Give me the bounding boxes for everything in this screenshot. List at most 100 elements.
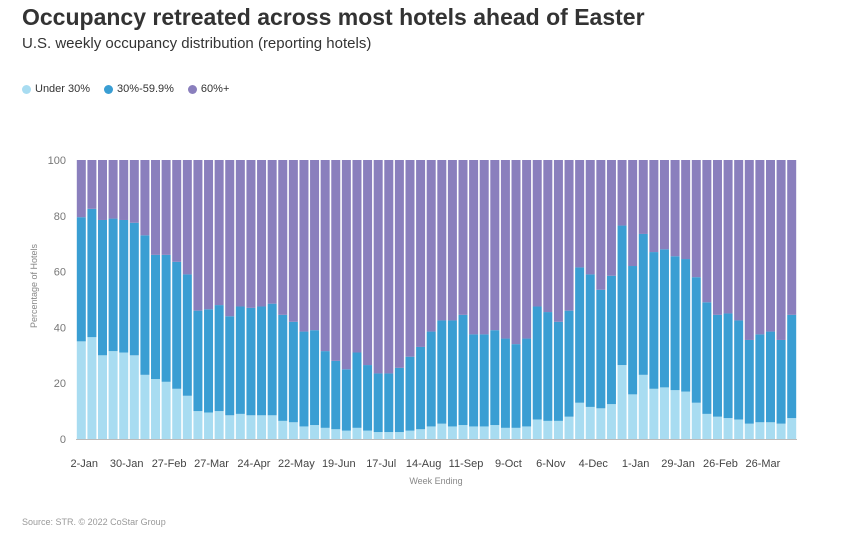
bar-segment-60 xyxy=(87,160,97,209)
bar-segment-under-30 xyxy=(426,426,436,439)
bar-segment-30-59-9 xyxy=(659,249,669,388)
bar-segment-30-59-9 xyxy=(691,277,701,403)
bar-segment-60 xyxy=(331,160,341,361)
x-tick-label: 2-Jan xyxy=(71,458,99,470)
bar-segment-under-30 xyxy=(447,426,457,439)
y-tick-label: 20 xyxy=(54,378,66,390)
bar-segment-under-30 xyxy=(490,425,500,439)
bar-segment-60 xyxy=(500,160,510,339)
bar-segment-30-59-9 xyxy=(469,334,479,427)
bar-segment-under-30 xyxy=(553,420,563,439)
bar-segment-30-59-9 xyxy=(426,331,436,427)
bar-segment-30-59-9 xyxy=(394,367,404,433)
bar-segment-under-30 xyxy=(437,423,447,439)
bar-segment-60 xyxy=(617,160,627,226)
bar-segment-60 xyxy=(447,160,457,321)
bar-segment-30-59-9 xyxy=(363,365,373,431)
bar-segment-under-30 xyxy=(585,406,595,439)
bar-segment-under-30 xyxy=(532,419,542,439)
bar-segment-30-59-9 xyxy=(532,306,542,420)
legend-item-60-plus: 60%+ xyxy=(187,83,229,95)
bar-segment-under-30 xyxy=(787,418,797,439)
bar-segment-60 xyxy=(469,160,479,335)
bar-segment-60 xyxy=(458,160,468,315)
bar-segment-60 xyxy=(479,160,489,335)
bar-segment-60 xyxy=(394,160,404,368)
bar-segment-60 xyxy=(659,160,669,250)
bar-segment-under-30 xyxy=(702,413,712,439)
bar-segment-60 xyxy=(341,160,351,370)
bar-segment-under-30 xyxy=(712,416,722,439)
bar-segment-30-59-9 xyxy=(553,321,563,421)
x-tick-label: 29-Jan xyxy=(661,458,695,470)
bar-segment-under-30 xyxy=(638,374,648,439)
bar-segment-60 xyxy=(182,160,192,275)
bar-segment-60 xyxy=(172,160,182,262)
bar-segment-under-30 xyxy=(776,423,786,439)
bar-segment-under-30 xyxy=(76,341,86,439)
bar-segment-60 xyxy=(278,160,288,315)
bar-segment-60 xyxy=(267,160,277,304)
bar-segment-under-30 xyxy=(151,379,161,439)
bar-segment-30-59-9 xyxy=(246,307,256,416)
bar-segment-60 xyxy=(225,160,235,317)
bar-segment-under-30 xyxy=(755,422,765,439)
bar-segment-30-59-9 xyxy=(755,334,765,423)
bar-segment-under-30 xyxy=(734,419,744,439)
bar-segment-under-30 xyxy=(214,411,224,439)
bar-segment-60 xyxy=(543,160,553,313)
bar-segment-30-59-9 xyxy=(193,310,203,412)
source-note: Source: STR. © 2022 CoStar Group xyxy=(22,517,166,527)
bar-segment-under-30 xyxy=(278,420,288,439)
bar-segment-under-30 xyxy=(204,412,214,439)
bar-segment-60 xyxy=(140,160,150,236)
bars xyxy=(76,160,797,440)
bar-segment-60 xyxy=(712,160,722,315)
bar-segment-under-30 xyxy=(172,388,182,439)
bar-segment-60 xyxy=(98,160,108,220)
legend-item-under-30: Under 30% xyxy=(22,83,90,95)
bar-segment-under-30 xyxy=(352,427,362,439)
bar-segment-30-59-9 xyxy=(585,274,595,407)
bar-segment-60 xyxy=(734,160,744,321)
x-tick-label: 4-Dec xyxy=(579,458,609,470)
y-tick-label: 60 xyxy=(54,267,66,279)
bar-segment-under-30 xyxy=(320,427,330,439)
bar-segment-60 xyxy=(204,160,214,310)
bar-segment-30-59-9 xyxy=(214,305,224,412)
bar-segment-under-30 xyxy=(267,415,277,439)
x-tick-label: 22-May xyxy=(278,458,315,470)
bar-segment-60 xyxy=(76,160,86,218)
bar-segment-under-30 xyxy=(723,418,733,439)
bar-segment-under-30 xyxy=(543,420,553,439)
bar-segment-under-30 xyxy=(511,427,521,439)
bar-segment-60 xyxy=(596,160,606,290)
bar-segment-under-30 xyxy=(606,404,616,440)
bar-segment-30-59-9 xyxy=(765,331,775,423)
bar-segment-under-30 xyxy=(416,429,426,439)
legend-label-30-59: 30%-59.9% xyxy=(117,83,174,95)
bar-segment-under-30 xyxy=(299,426,309,439)
bar-segment-60 xyxy=(257,160,267,307)
bar-segment-60 xyxy=(606,160,616,276)
bar-segment-under-30 xyxy=(575,402,585,439)
bar-segment-30-59-9 xyxy=(638,233,648,375)
bar-segment-under-30 xyxy=(161,381,171,439)
bar-segment-60 xyxy=(649,160,659,253)
bar-segment-under-30 xyxy=(670,390,680,439)
legend-dot-under-30 xyxy=(22,84,31,94)
bar-segment-30-59-9 xyxy=(617,225,627,366)
bar-segment-60 xyxy=(638,160,648,234)
bar-segment-30-59-9 xyxy=(331,360,341,430)
y-tick-label: 80 xyxy=(54,211,66,223)
bar-segment-under-30 xyxy=(744,423,754,439)
bar-segment-60 xyxy=(320,160,330,352)
bar-segment-30-59-9 xyxy=(437,320,447,424)
bar-segment-under-30 xyxy=(469,426,479,439)
x-tick-label: 9-Oct xyxy=(495,458,522,470)
bar-segment-60 xyxy=(108,160,118,219)
bar-segment-60 xyxy=(193,160,203,311)
bar-segment-30-59-9 xyxy=(500,338,510,428)
bar-segment-60 xyxy=(776,160,786,340)
bar-segment-30-59-9 xyxy=(479,334,489,427)
